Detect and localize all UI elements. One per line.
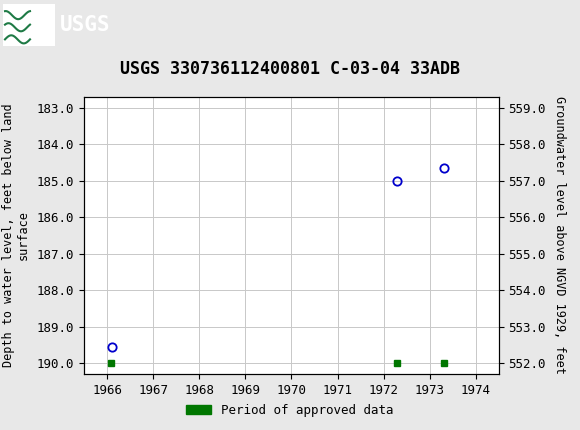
Y-axis label: Groundwater level above NGVD 1929, feet: Groundwater level above NGVD 1929, feet	[553, 96, 566, 375]
Bar	[3, 4, 55, 46]
Text: USGS: USGS	[60, 15, 111, 35]
Y-axis label: Depth to water level, feet below land
surface: Depth to water level, feet below land su…	[2, 104, 30, 367]
Legend: Period of approved data: Period of approved data	[181, 399, 399, 421]
Text: USGS 330736112400801 C-03-04 33ADB: USGS 330736112400801 C-03-04 33ADB	[120, 60, 460, 78]
